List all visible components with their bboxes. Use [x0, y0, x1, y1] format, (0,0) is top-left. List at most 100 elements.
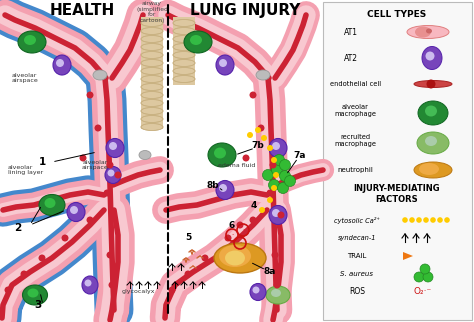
Ellipse shape [141, 124, 163, 130]
Ellipse shape [214, 243, 266, 273]
Circle shape [263, 169, 273, 181]
Circle shape [266, 190, 273, 196]
Ellipse shape [108, 169, 115, 176]
Ellipse shape [425, 106, 437, 117]
Ellipse shape [18, 31, 46, 53]
Bar [173, 17, 195, 85]
Circle shape [423, 272, 433, 282]
Circle shape [243, 155, 249, 162]
Text: AT2: AT2 [344, 53, 358, 62]
Text: ·: · [231, 232, 233, 238]
Ellipse shape [141, 27, 163, 34]
Text: ROS: ROS [349, 288, 365, 297]
Text: AT1: AT1 [344, 27, 358, 36]
Ellipse shape [53, 55, 71, 75]
Circle shape [409, 217, 415, 223]
Ellipse shape [109, 142, 117, 150]
Ellipse shape [214, 147, 226, 158]
Text: TRAIL: TRAIL [347, 253, 367, 259]
Ellipse shape [173, 43, 195, 51]
Ellipse shape [419, 163, 439, 175]
Circle shape [277, 183, 289, 194]
Ellipse shape [173, 68, 195, 74]
Text: airway
(simplified
for
cartoon): airway (simplified for cartoon) [136, 1, 168, 23]
Circle shape [247, 132, 253, 138]
Circle shape [255, 127, 261, 133]
Circle shape [237, 222, 244, 229]
Ellipse shape [184, 31, 212, 53]
Ellipse shape [45, 198, 55, 208]
Text: 7b: 7b [252, 140, 264, 149]
Circle shape [423, 217, 429, 223]
Circle shape [268, 179, 280, 191]
Ellipse shape [141, 108, 163, 115]
Circle shape [414, 272, 424, 282]
Text: recruited
macrophage: recruited macrophage [334, 134, 376, 147]
Text: 5: 5 [185, 233, 191, 242]
Text: S. aureus: S. aureus [340, 271, 374, 277]
Circle shape [273, 281, 281, 289]
Text: edema fluid: edema fluid [218, 163, 255, 167]
Text: 8b: 8b [207, 181, 219, 190]
Ellipse shape [141, 20, 163, 26]
Text: alveolar
airspace: alveolar airspace [82, 160, 109, 170]
Text: neutrophil: neutrophil [337, 167, 373, 173]
Ellipse shape [414, 80, 452, 88]
Circle shape [420, 264, 430, 274]
Circle shape [270, 162, 276, 168]
Text: cytosolic Ca²⁺: cytosolic Ca²⁺ [334, 216, 380, 223]
Ellipse shape [141, 116, 163, 122]
Circle shape [109, 281, 116, 289]
Text: glycocalyx: glycocalyx [121, 289, 155, 295]
Ellipse shape [253, 287, 259, 293]
Circle shape [225, 234, 231, 242]
Circle shape [86, 216, 93, 223]
Circle shape [272, 251, 279, 259]
Text: O₂·⁻: O₂·⁻ [414, 288, 432, 297]
Circle shape [184, 270, 191, 278]
Ellipse shape [426, 52, 435, 61]
Circle shape [267, 197, 273, 203]
Circle shape [201, 254, 209, 261]
Circle shape [259, 207, 265, 213]
Ellipse shape [219, 184, 227, 192]
Circle shape [107, 251, 113, 259]
Ellipse shape [219, 245, 251, 267]
Circle shape [271, 185, 277, 191]
Circle shape [257, 125, 264, 131]
Ellipse shape [269, 138, 287, 157]
Circle shape [38, 254, 46, 261]
Circle shape [261, 135, 267, 141]
Ellipse shape [84, 279, 91, 287]
Ellipse shape [141, 52, 163, 59]
Ellipse shape [414, 162, 452, 178]
Circle shape [107, 162, 113, 168]
Ellipse shape [216, 181, 234, 200]
Ellipse shape [173, 60, 195, 67]
Ellipse shape [70, 206, 78, 214]
Text: alveolar
lining layer: alveolar lining layer [8, 165, 43, 175]
Ellipse shape [190, 35, 202, 45]
Ellipse shape [173, 52, 195, 59]
Ellipse shape [141, 68, 163, 74]
Ellipse shape [250, 283, 266, 300]
Circle shape [280, 171, 291, 182]
Bar [141, 17, 163, 129]
Ellipse shape [208, 143, 236, 167]
Ellipse shape [141, 99, 163, 107]
Text: 7a: 7a [294, 150, 306, 159]
Circle shape [267, 145, 273, 151]
Ellipse shape [219, 59, 227, 67]
Text: 3: 3 [35, 300, 42, 310]
Ellipse shape [141, 83, 163, 90]
Circle shape [4, 287, 11, 293]
Circle shape [284, 175, 295, 186]
Ellipse shape [272, 209, 280, 217]
Text: syndecan-1: syndecan-1 [338, 235, 376, 241]
Circle shape [115, 172, 121, 178]
Ellipse shape [216, 55, 234, 75]
Circle shape [277, 212, 284, 219]
Ellipse shape [56, 59, 64, 67]
Circle shape [280, 159, 291, 171]
Ellipse shape [415, 26, 431, 37]
